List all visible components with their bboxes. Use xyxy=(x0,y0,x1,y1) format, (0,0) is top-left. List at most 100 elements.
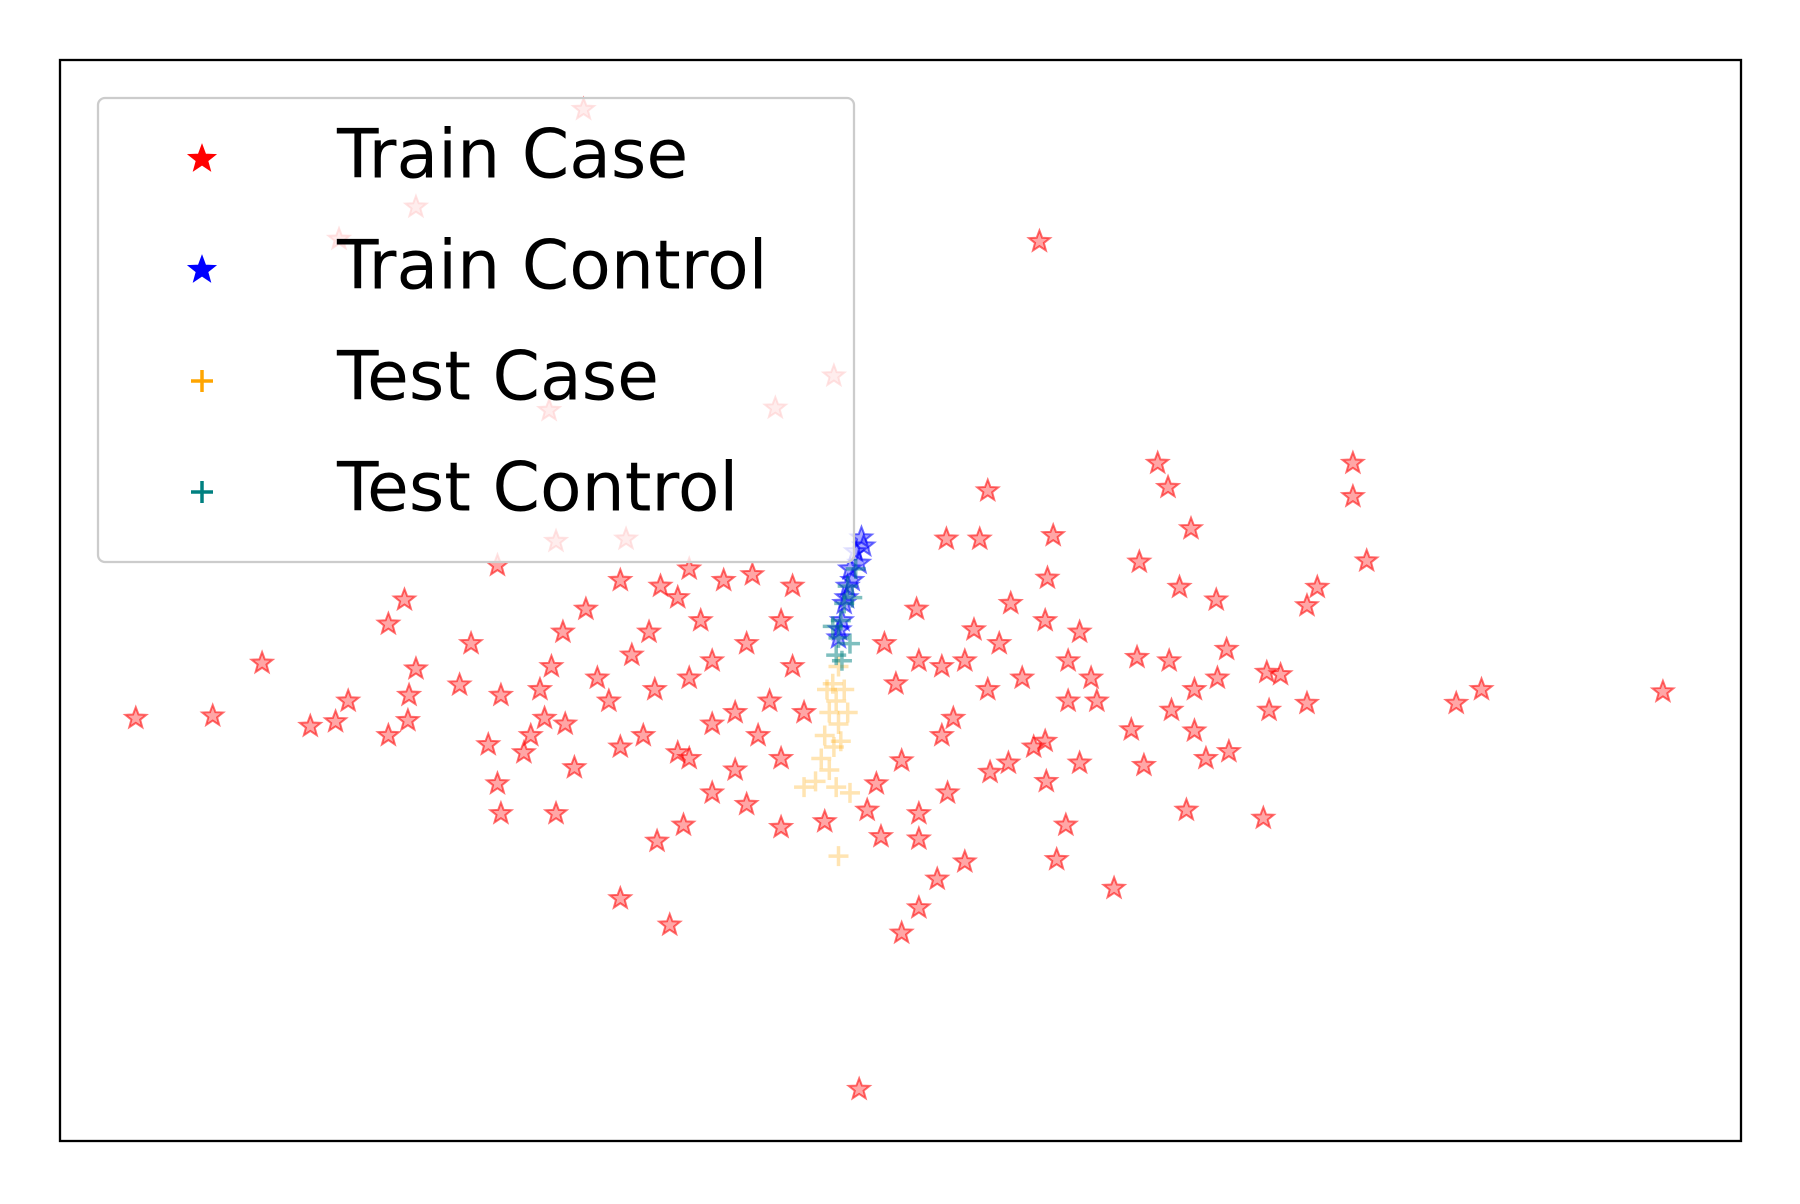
point xyxy=(517,721,544,747)
plot-frame xyxy=(58,58,1743,1143)
point xyxy=(391,586,418,612)
point xyxy=(549,618,577,644)
legend: Train Case Train Control Test Case Test Con… xyxy=(96,96,856,564)
point xyxy=(822,673,843,694)
point xyxy=(1130,751,1158,777)
point xyxy=(888,746,915,772)
point xyxy=(643,827,671,853)
point xyxy=(933,525,960,551)
point xyxy=(647,572,674,598)
point xyxy=(940,704,967,730)
point xyxy=(1255,696,1283,722)
point xyxy=(394,706,422,732)
point xyxy=(487,681,515,707)
point xyxy=(1031,606,1059,632)
point xyxy=(1203,586,1230,612)
point xyxy=(1250,804,1277,830)
point xyxy=(934,779,961,805)
point xyxy=(1118,715,1145,741)
point xyxy=(322,707,349,733)
point xyxy=(826,691,847,712)
point xyxy=(976,758,1004,784)
point xyxy=(839,782,860,803)
point xyxy=(1304,573,1331,599)
point xyxy=(1192,744,1220,770)
point xyxy=(699,646,726,673)
point xyxy=(814,725,835,746)
point xyxy=(1052,811,1080,837)
point xyxy=(607,733,634,759)
point xyxy=(850,532,877,558)
legend-label: Train Control xyxy=(336,227,768,306)
point xyxy=(822,616,843,637)
point xyxy=(552,710,579,736)
point xyxy=(561,753,588,779)
point xyxy=(656,911,683,937)
point xyxy=(830,731,851,752)
point xyxy=(767,813,795,839)
point xyxy=(395,681,423,707)
point xyxy=(1339,449,1367,475)
point xyxy=(510,738,538,764)
point xyxy=(699,779,726,805)
point xyxy=(122,704,149,730)
point xyxy=(721,756,749,782)
point xyxy=(1443,689,1470,715)
point xyxy=(767,744,795,770)
point xyxy=(1353,547,1380,573)
point xyxy=(756,687,783,713)
point xyxy=(676,555,703,581)
point xyxy=(1043,845,1070,871)
point xyxy=(817,679,838,700)
point xyxy=(1033,767,1060,793)
point xyxy=(487,799,515,825)
point xyxy=(1066,618,1093,644)
point xyxy=(1215,737,1243,763)
point xyxy=(1154,473,1182,499)
point xyxy=(905,893,933,920)
point xyxy=(1026,227,1053,253)
point xyxy=(1156,646,1183,673)
point xyxy=(951,646,978,673)
point xyxy=(446,671,473,697)
point xyxy=(863,769,890,795)
point xyxy=(1293,591,1321,617)
point xyxy=(475,730,502,756)
point xyxy=(1126,548,1153,574)
point xyxy=(1204,664,1231,690)
point xyxy=(811,748,832,769)
point xyxy=(905,799,933,825)
point xyxy=(828,713,849,734)
point xyxy=(739,560,766,586)
point xyxy=(837,576,858,597)
point xyxy=(828,627,849,648)
point xyxy=(484,769,511,795)
point xyxy=(811,807,838,833)
point xyxy=(1040,521,1067,547)
point xyxy=(733,629,760,655)
point xyxy=(837,702,858,723)
point xyxy=(1034,564,1061,590)
point xyxy=(986,629,1013,655)
point xyxy=(779,572,806,598)
point xyxy=(1173,796,1200,822)
point xyxy=(1181,675,1208,701)
point xyxy=(997,589,1024,615)
point xyxy=(779,652,806,678)
point xyxy=(951,847,978,874)
point xyxy=(995,749,1022,775)
point xyxy=(402,654,430,681)
point xyxy=(882,669,910,696)
legend-frame xyxy=(96,96,856,564)
point xyxy=(297,712,324,738)
point xyxy=(1100,874,1128,900)
point xyxy=(595,687,623,713)
point xyxy=(1177,514,1205,540)
point xyxy=(819,702,840,723)
point xyxy=(635,618,663,644)
point xyxy=(1077,664,1105,690)
point xyxy=(664,738,691,764)
legend-label: Train Case xyxy=(336,116,688,195)
point xyxy=(710,566,737,592)
point xyxy=(670,811,697,837)
